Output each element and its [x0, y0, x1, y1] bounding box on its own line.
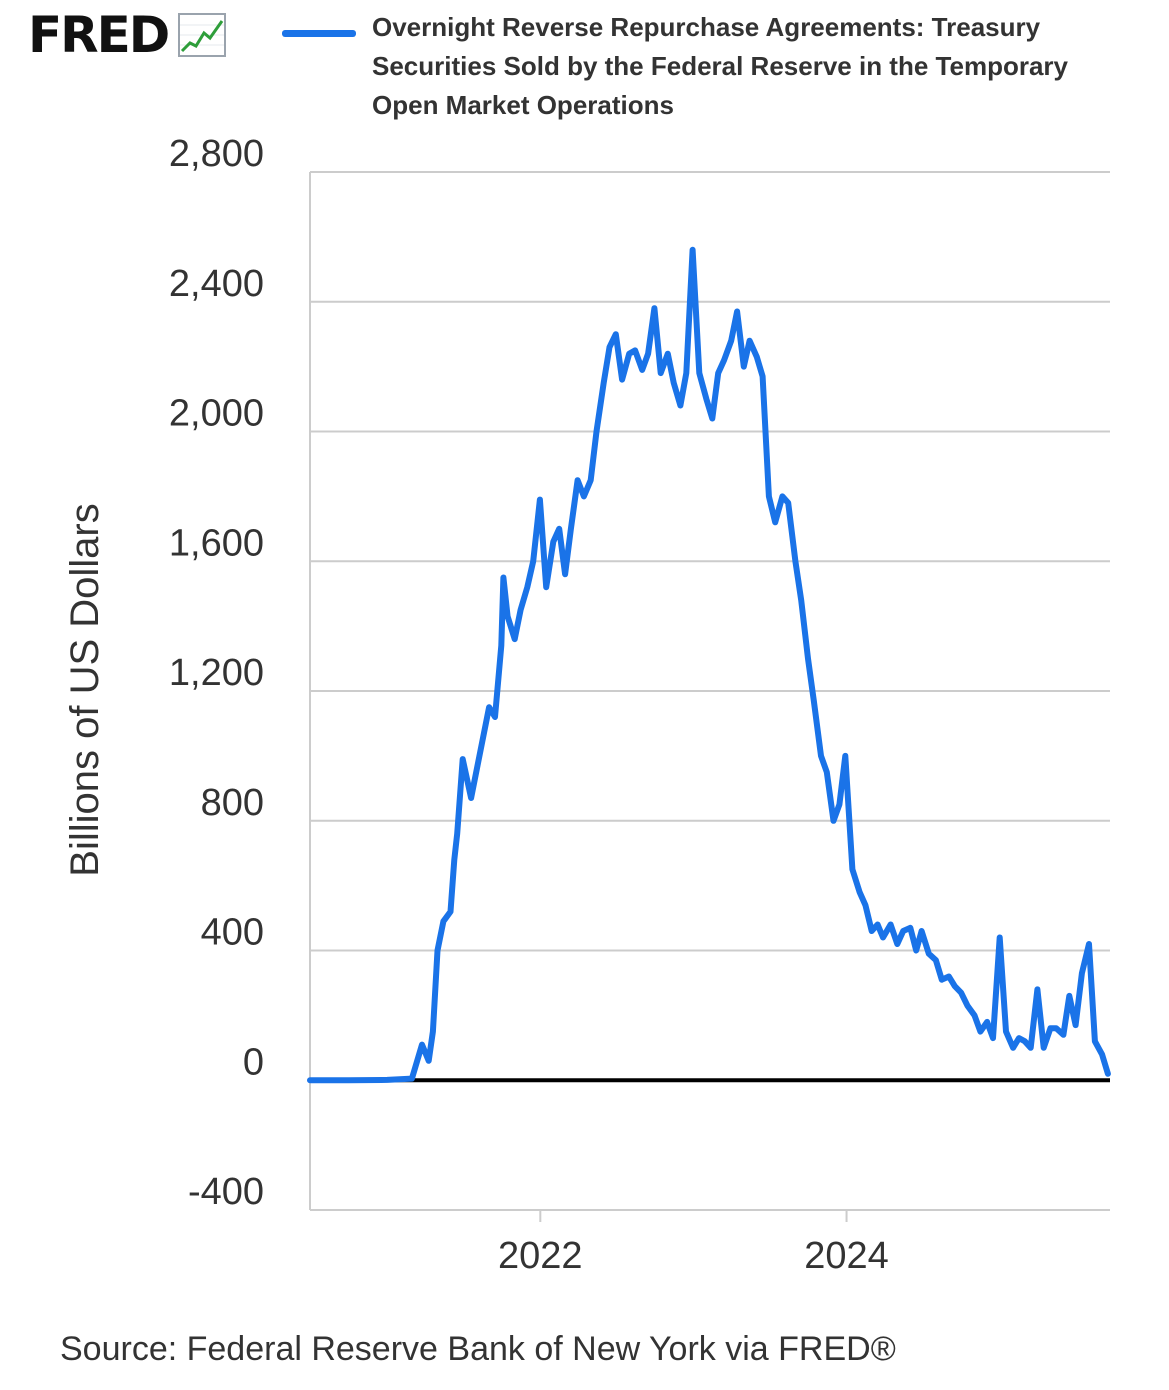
series-line	[307, 246, 1111, 1084]
chart-legend: Overnight Reverse Repurchase Agreements:…	[282, 8, 1072, 125]
series-layer	[307, 246, 1111, 1084]
logo-text: FRED	[28, 6, 170, 64]
y-tick-label: 1,200	[169, 652, 264, 694]
x-axis-ticks: 2022 2024	[498, 1210, 889, 1277]
y-axis-label: Billions of US Dollars	[63, 503, 107, 876]
x-tick-label: 2024	[804, 1235, 889, 1277]
trend-line-icon	[178, 13, 227, 57]
fred-logo: FRED	[28, 6, 227, 64]
y-tick-label: -400	[188, 1171, 264, 1213]
y-axis-ticks: -400 0 400 800 1,200 1,600 2,000 2,400 2,800	[169, 133, 264, 1213]
y-tick-label: 0	[243, 1041, 264, 1083]
legend-label: Overnight Reverse Repurchase Agreements:…	[372, 12, 1068, 120]
axes	[309, 172, 1110, 1210]
source-note: Source: Federal Reserve Bank of New York…	[60, 1330, 896, 1368]
y-tick-label: 1,600	[169, 522, 264, 564]
y-tick-label: 2,800	[169, 133, 264, 175]
y-tick-label: 2,400	[169, 263, 264, 305]
y-tick-label: 800	[201, 782, 264, 824]
line-chart: Billions of US Dollars -400 0 400 800 1,200 1…	[63, 133, 1111, 1277]
grid-lines	[310, 171, 1110, 1211]
y-tick-label: 400	[201, 912, 264, 954]
legend-swatch	[282, 30, 356, 37]
x-tick-label: 2022	[498, 1235, 583, 1277]
y-tick-label: 2,000	[169, 393, 264, 435]
